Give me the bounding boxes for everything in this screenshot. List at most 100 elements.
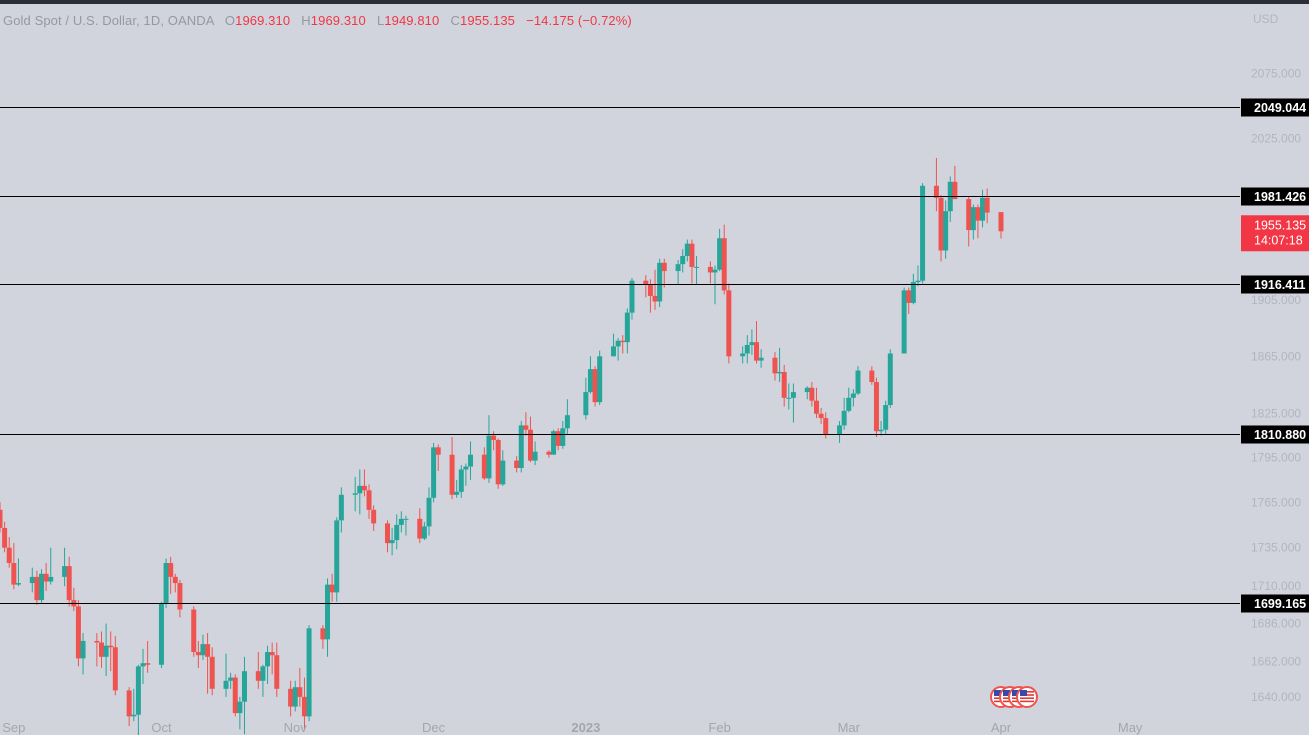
candle-body[interactable] — [394, 524, 400, 541]
candle-body[interactable] — [329, 584, 335, 593]
candle-body[interactable] — [269, 652, 275, 656]
candle-body[interactable] — [754, 342, 760, 361]
candle-body[interactable] — [352, 493, 358, 495]
candle-body[interactable] — [274, 655, 280, 689]
candle-body[interactable] — [191, 609, 197, 653]
candle-body[interactable] — [209, 656, 215, 689]
candle-body[interactable] — [887, 353, 893, 406]
candle-body[interactable] — [620, 340, 626, 343]
candle-body[interactable] — [163, 563, 169, 604]
candle-body[interactable] — [292, 687, 298, 707]
candle-body[interactable] — [790, 392, 796, 398]
candle-body[interactable] — [661, 262, 667, 272]
candle-body[interactable] — [458, 469, 464, 492]
candle-body[interactable] — [555, 431, 561, 446]
candle-body[interactable] — [426, 497, 432, 527]
candle-body[interactable] — [103, 645, 109, 657]
candle-body[interactable] — [527, 429, 533, 461]
candle-body[interactable] — [325, 584, 331, 640]
candle-body[interactable] — [94, 640, 100, 643]
candle-body[interactable] — [647, 284, 653, 296]
candle-body[interactable] — [301, 696, 307, 717]
candle-body[interactable] — [98, 642, 104, 657]
candle-body[interactable] — [592, 369, 598, 403]
candle-body[interactable] — [237, 701, 243, 714]
candle-body[interactable] — [813, 400, 819, 414]
candle-body[interactable] — [980, 197, 986, 221]
candle-body[interactable] — [772, 357, 778, 374]
candle-body[interactable] — [786, 397, 792, 399]
candle-body[interactable] — [500, 460, 506, 485]
candle-body[interactable] — [2, 527, 8, 548]
candle-body[interactable] — [643, 280, 649, 285]
candle-body[interactable] — [680, 255, 686, 265]
candle-body[interactable] — [740, 353, 746, 357]
candle-body[interactable] — [62, 566, 68, 577]
candle-body[interactable] — [463, 466, 469, 470]
candle-body[interactable] — [306, 628, 312, 717]
candle-body[interactable] — [417, 518, 423, 539]
candle-body[interactable] — [172, 576, 178, 584]
candle-body[interactable] — [177, 583, 183, 610]
candle-body[interactable] — [435, 447, 441, 455]
candle-body[interactable] — [933, 185, 939, 198]
candle-body[interactable] — [546, 451, 552, 455]
candle-body[interactable] — [334, 520, 340, 593]
candle-body[interactable] — [809, 387, 815, 401]
candle-body[interactable] — [158, 603, 164, 665]
candle-body[interactable] — [112, 647, 118, 691]
candle-body[interactable] — [938, 197, 944, 251]
candle-body[interactable] — [684, 243, 690, 256]
candle-body[interactable] — [629, 280, 635, 313]
candle-body[interactable] — [39, 573, 45, 601]
candle-body[interactable] — [966, 199, 972, 231]
candle-body[interactable] — [34, 576, 40, 601]
symbol-title[interactable]: Gold Spot / U.S. Dollar, 1D, OANDA — [3, 13, 214, 28]
candle-body[interactable] — [744, 344, 750, 354]
candle-body[interactable] — [777, 371, 783, 374]
candle-body[interactable] — [66, 566, 72, 601]
candle-body[interactable] — [943, 211, 949, 251]
candle-body[interactable] — [611, 346, 617, 357]
candle-body[interactable] — [495, 440, 501, 485]
candle-body[interactable] — [195, 652, 201, 656]
candle-body[interactable] — [781, 371, 787, 398]
candle-body[interactable] — [384, 523, 390, 544]
candle-body[interactable] — [652, 295, 658, 302]
candle-body[interactable] — [371, 509, 377, 524]
candle-body[interactable] — [749, 342, 755, 345]
candle-body[interactable] — [297, 687, 303, 697]
candle-body[interactable] — [846, 397, 852, 411]
candle-body[interactable] — [454, 491, 460, 495]
candle-body[interactable] — [850, 393, 856, 398]
candle-body[interactable] — [587, 369, 593, 393]
candle-body[interactable] — [675, 264, 681, 272]
candle-body[interactable] — [398, 518, 404, 525]
candle-body[interactable] — [481, 454, 487, 479]
candle-body[interactable] — [260, 666, 266, 681]
candle-body[interactable] — [491, 435, 497, 441]
candle-body[interactable] — [140, 663, 146, 667]
candle-body[interactable] — [48, 576, 54, 582]
candle-body[interactable] — [11, 563, 17, 585]
candle-body[interactable] — [984, 197, 990, 213]
candle-body[interactable] — [657, 262, 663, 302]
candle-body[interactable] — [126, 690, 132, 717]
candle-body[interactable] — [205, 644, 211, 657]
candle-body[interactable] — [952, 181, 958, 200]
candle-body[interactable] — [29, 576, 35, 584]
candle-body[interactable] — [361, 485, 367, 491]
candle-body[interactable] — [6, 547, 12, 564]
candle-body[interactable] — [145, 663, 151, 665]
candle-body[interactable] — [975, 207, 981, 221]
candle-body[interactable] — [0, 509, 3, 528]
candle-body[interactable] — [712, 269, 718, 273]
candle-body[interactable] — [841, 410, 847, 426]
candle-body[interactable] — [998, 212, 1004, 232]
candle-body[interactable] — [80, 640, 86, 659]
candle-body[interactable] — [403, 518, 409, 520]
candle-body[interactable] — [906, 290, 912, 303]
candle-body[interactable] — [878, 429, 884, 432]
candle-body[interactable] — [366, 490, 372, 510]
candle-body[interactable] — [818, 413, 824, 419]
